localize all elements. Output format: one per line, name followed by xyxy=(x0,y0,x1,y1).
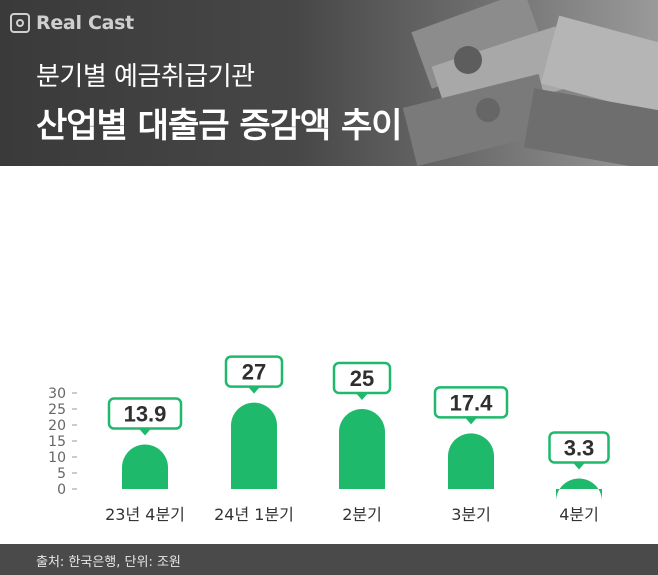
bar-1 xyxy=(122,444,168,489)
chart-subtitle: 분기별 예금취급기관 xyxy=(36,62,255,92)
brand-name: Real Cast xyxy=(36,12,134,34)
value-label-pointer xyxy=(138,427,152,436)
value-label: 25 xyxy=(350,366,374,391)
value-label: 17.4 xyxy=(450,390,494,415)
bar-2 xyxy=(231,402,277,489)
bar-4 xyxy=(448,433,495,489)
value-label: 3.3 xyxy=(564,435,595,460)
value-label: 13.9 xyxy=(124,402,167,427)
y-tick-label: 10 xyxy=(48,450,66,466)
header-banner: Real Cast 분기별 예금취급기관 산업별 대출금 증감액 추이 xyxy=(0,0,658,166)
category-label: 23년 4분기 xyxy=(105,505,185,524)
footer-bar: 출처: 한국은행, 단위: 조원 xyxy=(0,544,658,575)
y-tick-label: 15 xyxy=(48,434,66,450)
value-label-pointer xyxy=(355,392,369,400)
y-tick-label: 20 xyxy=(48,418,66,434)
bar-3 xyxy=(339,409,385,489)
value-label-pointer xyxy=(464,416,478,425)
value-label: 27 xyxy=(242,360,266,385)
source-note: 출처: 한국은행, 단위: 조원 xyxy=(36,555,181,570)
category-label: 2분기 xyxy=(342,505,382,524)
y-tick-label: 5 xyxy=(57,466,66,482)
chart-title: 산업별 대출금 증감액 추이 xyxy=(36,106,403,146)
y-tick-label: 0 xyxy=(57,482,66,498)
value-label-pointer xyxy=(572,461,586,470)
y-tick-label: 30 xyxy=(48,386,66,402)
bar-5 xyxy=(556,478,602,502)
value-label-pointer xyxy=(247,385,261,394)
money-background-image xyxy=(402,0,658,166)
brand-logo: Real Cast xyxy=(10,12,134,34)
realcast-logo-icon xyxy=(10,13,30,33)
category-label: 4분기 xyxy=(559,505,599,524)
category-label: 3분기 xyxy=(451,505,491,524)
y-tick-label: 25 xyxy=(48,402,66,418)
category-label: 24년 1분기 xyxy=(214,505,294,524)
